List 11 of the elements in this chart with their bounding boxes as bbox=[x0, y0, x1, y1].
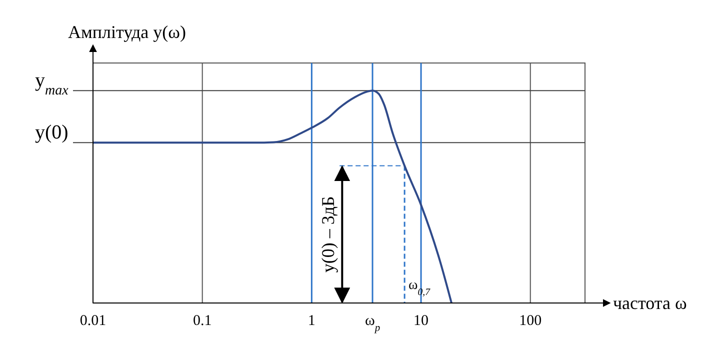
ref-line-label: ω$_{p}$ bbox=[364, 313, 380, 334]
x-tick-label: 0.01 bbox=[80, 313, 106, 329]
annotation: y(0) – 3дБ bbox=[318, 196, 338, 273]
x-tick-label: 10 bbox=[414, 313, 429, 329]
y-axis-title: Амплітуда y(ω) bbox=[68, 22, 186, 42]
x-tick-label: 1 bbox=[308, 313, 316, 329]
ref-line-label: y$_{max}$ bbox=[35, 70, 70, 98]
ref-line-label: y(0) bbox=[35, 122, 68, 144]
x-axis-title: частота ω bbox=[613, 293, 687, 313]
x-tick-label: 100 bbox=[519, 313, 542, 329]
x-tick-label: 0.1 bbox=[192, 313, 212, 329]
